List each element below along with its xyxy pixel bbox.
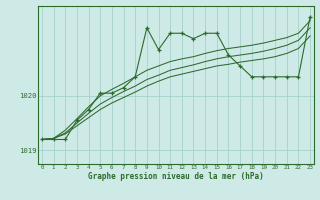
X-axis label: Graphe pression niveau de la mer (hPa): Graphe pression niveau de la mer (hPa) — [88, 172, 264, 181]
